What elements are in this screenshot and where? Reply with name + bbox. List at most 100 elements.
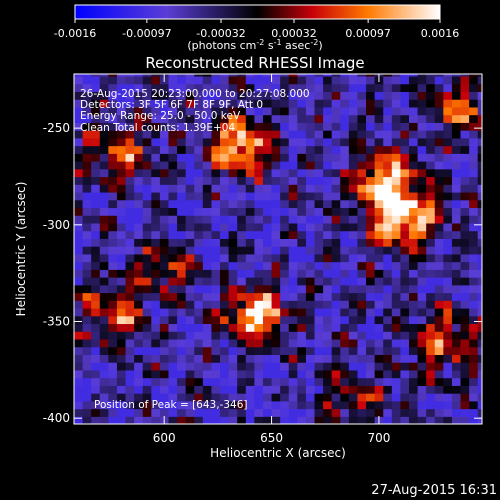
heatmap-cell — [408, 331, 419, 340]
heatmap-cell — [74, 338, 84, 348]
heatmap-cell — [417, 199, 427, 209]
heatmap-cell — [185, 91, 195, 100]
heatmap-cell — [262, 331, 273, 340]
heatmap-cell — [297, 184, 307, 193]
heatmap-cell — [159, 130, 170, 139]
heatmap-cell — [151, 393, 161, 402]
heatmap-cell — [460, 338, 470, 348]
heatmap-cell — [74, 222, 84, 232]
heatmap-cell — [417, 307, 427, 317]
heatmap-cell — [357, 300, 367, 309]
heatmap-cell — [159, 207, 170, 216]
heatmap-cell — [254, 408, 264, 417]
heatmap-cell — [305, 307, 316, 317]
heatmap-cell — [185, 184, 195, 193]
heatmap-cell — [417, 346, 427, 355]
heatmap-cell — [202, 91, 213, 100]
heatmap-cell — [151, 74, 161, 77]
heatmap-cell — [185, 238, 195, 247]
heatmap-cell — [348, 161, 359, 170]
heatmap-cell — [168, 137, 178, 147]
heatmap-cell — [280, 416, 290, 424]
heatmap-cell — [91, 284, 101, 294]
heatmap-cell — [469, 385, 479, 394]
heatmap-cell — [383, 207, 393, 216]
heatmap-cell — [254, 369, 264, 379]
heatmap-cell — [426, 246, 436, 255]
heatmap-cell — [168, 145, 178, 154]
heatmap-cell — [99, 261, 109, 270]
heatmap-cell — [391, 400, 401, 410]
heatmap-cell — [434, 400, 444, 410]
heatmap-cell — [451, 184, 462, 193]
heatmap-cell — [374, 83, 384, 92]
heatmap-cell — [469, 114, 479, 123]
heatmap-cell — [417, 416, 427, 424]
heatmap-cell — [348, 207, 359, 216]
heatmap-cell — [477, 246, 482, 255]
heatmap-cell — [357, 385, 367, 394]
heatmap-cell — [74, 83, 84, 92]
heatmap-cell — [91, 161, 101, 170]
heatmap-cell — [228, 253, 238, 263]
heatmap-cell — [451, 269, 462, 278]
heatmap-cell — [348, 277, 359, 286]
heatmap-cell — [288, 323, 298, 332]
heatmap-cell — [460, 191, 470, 201]
heatmap-cell — [288, 416, 298, 424]
heatmap-cell — [245, 122, 255, 131]
heatmap-cell — [400, 91, 410, 100]
heatmap-cell — [237, 385, 247, 394]
heatmap-cell — [391, 74, 401, 77]
heatmap-cell — [168, 114, 178, 123]
heatmap-cell — [185, 354, 195, 363]
heatmap-cell — [134, 230, 144, 239]
heatmap-cell — [134, 323, 144, 332]
heatmap-cell — [305, 114, 316, 123]
heatmap-cell — [451, 385, 462, 394]
heatmap-cell — [305, 300, 316, 309]
heatmap-cell — [237, 137, 247, 147]
heatmap-cell — [348, 377, 359, 386]
heatmap-cell — [443, 137, 453, 147]
heatmap-cell — [443, 222, 453, 232]
heatmap-cell — [245, 222, 255, 232]
heatmap-cell — [383, 346, 393, 355]
heatmap-cell — [288, 207, 298, 216]
heatmap-cell — [280, 253, 290, 263]
heatmap-cell — [82, 307, 92, 317]
heatmap-cell — [74, 385, 84, 394]
heatmap-cell — [254, 385, 264, 394]
heatmap-cell — [91, 207, 101, 216]
heatmap-cell — [142, 130, 152, 139]
heatmap-cell — [408, 346, 419, 355]
heatmap-cell — [134, 130, 144, 139]
heatmap-cell — [254, 83, 264, 92]
heatmap-cell — [314, 222, 324, 232]
heatmap-cell — [417, 338, 427, 348]
heatmap-cell — [383, 114, 393, 123]
heatmap-cell — [99, 106, 109, 116]
heatmap-cell — [254, 315, 264, 325]
heatmap-cell — [426, 207, 436, 216]
heatmap-cell — [220, 338, 230, 348]
heatmap-cell — [451, 168, 462, 178]
heatmap-cell — [177, 307, 187, 317]
heatmap-cell — [220, 277, 230, 286]
heatmap-cell — [408, 246, 419, 255]
heatmap-cell — [366, 130, 376, 139]
heatmap-cell — [331, 75, 341, 85]
heatmap-cell — [366, 230, 376, 239]
heatmap-cell — [177, 369, 187, 379]
heatmap-cell — [134, 246, 144, 255]
heatmap-cell — [262, 122, 273, 131]
heatmap-cell — [477, 393, 482, 402]
heatmap-cell — [262, 416, 273, 424]
heatmap-cell — [237, 292, 247, 301]
heatmap-cell — [323, 408, 333, 417]
heatmap-cell — [469, 106, 479, 116]
heatmap-cell — [271, 393, 281, 402]
heatmap-cell — [185, 323, 195, 332]
heatmap-cell — [262, 191, 273, 201]
heatmap-cell — [245, 207, 255, 216]
